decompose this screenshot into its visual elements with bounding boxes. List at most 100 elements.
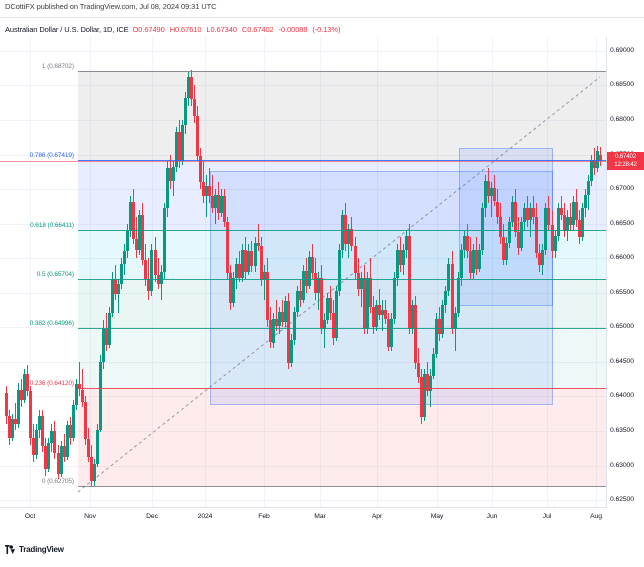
candle-body: [565, 216, 569, 231]
candle-body: [114, 278, 118, 295]
candle-body: [459, 249, 463, 278]
candle-body: [271, 319, 275, 343]
fib-level-label: 0.236 (0.64120): [29, 380, 75, 388]
time-axis-tick: Dec: [146, 513, 158, 520]
candle-body: [177, 132, 181, 162]
candle-body: [523, 208, 527, 223]
candle-body: [550, 225, 554, 252]
candle-body: [20, 389, 24, 400]
candle-wick: [212, 175, 214, 214]
header-divider: [0, 17, 644, 18]
candle-body: [256, 242, 260, 246]
candle-body: [47, 443, 51, 469]
candle-body: [189, 77, 193, 100]
candle-body: [56, 453, 60, 474]
candle-body: [426, 374, 430, 391]
ohlc-close: C0.67402: [241, 24, 274, 34]
candle-body: [111, 278, 115, 314]
candle-body: [68, 425, 72, 438]
candle-wick: [569, 202, 571, 231]
candle-body: [356, 273, 360, 290]
price-axis-tick: 0.68000: [610, 115, 634, 123]
time-axis[interactable]: Oct Nov Dec 2024 Feb Mar Apr May Jun Jul Aug: [0, 507, 607, 530]
candle-body: [495, 201, 499, 217]
time-axis-tick: Oct: [24, 513, 36, 520]
candle-body: [217, 194, 221, 214]
consolidation-box-small[interactable]: [459, 148, 553, 306]
candle-wick: [324, 313, 326, 349]
candle-body: [468, 251, 472, 274]
candle-body: [402, 249, 405, 266]
candle-body: [432, 353, 436, 376]
symbol-title[interactable]: Australian Dollar / U.S. Dollar, 1D, ICE: [5, 24, 129, 34]
candle-wick: [81, 368, 83, 407]
candle-body: [444, 291, 448, 306]
candle-body: [520, 222, 524, 248]
time-axis-tick: Jun: [486, 513, 498, 520]
candle-body: [435, 319, 439, 354]
candle-body: [211, 195, 215, 209]
price-axis-tick: 0.65500: [610, 288, 634, 296]
fib-level-line: [78, 485, 606, 487]
candle-wick: [118, 278, 120, 314]
candle-body: [129, 201, 133, 231]
candle-body: [183, 97, 187, 126]
candle-body: [380, 310, 384, 315]
candle-body: [132, 201, 136, 239]
candle-body: [568, 216, 572, 225]
candle-body: [83, 401, 87, 440]
candle-body: [411, 305, 415, 329]
candle-body: [450, 263, 454, 329]
candle-body: [535, 216, 539, 253]
candle-body: [259, 245, 263, 281]
candle-wick: [136, 216, 138, 259]
candle-body: [332, 313, 336, 338]
candle-body: [11, 418, 15, 438]
time-axis-tick: Aug: [590, 513, 602, 520]
candle-body: [532, 208, 536, 217]
candle-body: [220, 195, 224, 214]
candle-body: [50, 430, 54, 444]
candle-body: [14, 418, 18, 425]
current-price-time: 12:28:42: [614, 161, 637, 169]
price-axis-tick: 0.66500: [610, 219, 634, 227]
candle-body: [35, 429, 39, 456]
candle-body: [517, 231, 521, 248]
candle-body: [592, 160, 596, 169]
symbol-info-bar[interactable]: Australian Dollar / U.S. Dollar, 1D, ICE…: [5, 23, 343, 35]
candle-body: [280, 312, 284, 322]
fib-level-label: 0.5 (0.65704): [36, 270, 74, 278]
tradingview-wordmark: TradingView: [19, 545, 64, 554]
time-axis-tick: Feb: [258, 513, 270, 520]
candle-body: [26, 374, 30, 391]
candle-body: [198, 155, 202, 183]
gridline-vertical: [30, 37, 31, 507]
candle-wick: [381, 299, 383, 331]
candle-body: [232, 277, 236, 304]
candle-body: [544, 208, 548, 250]
candle-body: [368, 277, 372, 307]
candle-wick: [15, 403, 17, 430]
candle-body: [353, 245, 357, 274]
candle-wick: [378, 289, 380, 321]
candle-body: [580, 208, 584, 238]
price-chart-canvas[interactable]: 1 (0.68702) 0.786 (0.67419) 0.618 (0.66411…: [0, 37, 607, 507]
candle-body: [295, 291, 299, 313]
candle-body: [314, 273, 318, 293]
time-axis-tick: Apr: [371, 513, 383, 520]
candle-body: [456, 277, 460, 314]
candle-body: [502, 237, 506, 260]
ohlc-open: O0.67490: [132, 24, 165, 34]
fib-level-label: 0 (0.62705): [41, 477, 74, 485]
candle-body: [223, 195, 227, 223]
price-axis[interactable]: 0.690000.685000.680000.675000.670000.665…: [607, 37, 644, 507]
candle-body: [277, 312, 281, 326]
candle-wick: [157, 258, 159, 290]
candle-body: [420, 377, 424, 418]
candle-body: [62, 446, 66, 458]
fib-level-line: [78, 327, 606, 329]
time-axis-tick: Jul: [542, 513, 552, 520]
candle-wick: [78, 361, 80, 397]
candle-body: [350, 229, 354, 246]
candle-body: [562, 215, 566, 231]
